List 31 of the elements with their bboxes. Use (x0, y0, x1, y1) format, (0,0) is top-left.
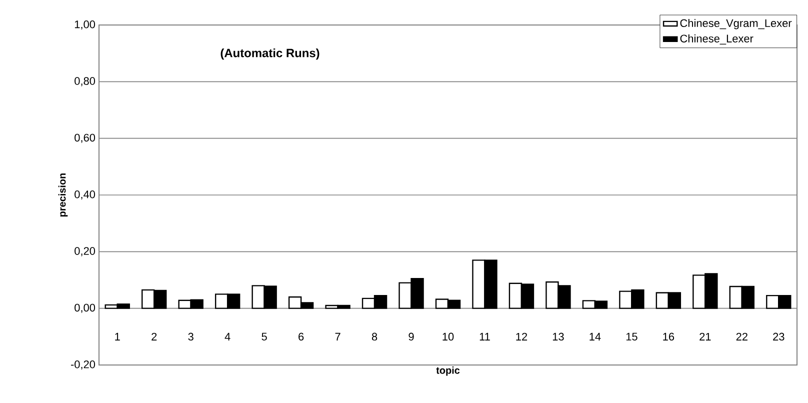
y-tick-label: 0,00 (74, 304, 96, 313)
x-axis-title: topic (436, 366, 460, 376)
legend-label: Chinese_Vgram_Lexer (680, 18, 792, 30)
x-tick-label: 3 (188, 332, 194, 341)
x-tick-label: 22 (736, 332, 748, 340)
x-tick-label: 15 (626, 332, 638, 340)
y-tick-label: 0,80 (74, 77, 96, 86)
x-tick-label: 13 (552, 332, 564, 341)
x-tick-label: 11 (480, 332, 490, 340)
y-tick-label: 0,60 (74, 134, 96, 143)
x-tick-label: 10 (442, 332, 454, 341)
x-tick-label: 16 (663, 332, 674, 341)
y-tick-label: 1,00 (74, 20, 96, 30)
text: (Automatic Runs) (220, 48, 320, 60)
y-tick-label: 0,40 (74, 190, 96, 200)
y-axis-title: precision (58, 173, 68, 216)
x-tick-label: 6 (298, 332, 304, 341)
x-tick-label: 1 (115, 332, 120, 340)
y-tick-label: 0,20 (74, 247, 96, 256)
y-tick-label: -0,20 (70, 360, 96, 370)
x-tick-label: 9 (408, 332, 414, 341)
x-tick-label: 23 (773, 332, 784, 341)
x-tick-label: 21 (700, 332, 711, 340)
x-tick-label: 4 (224, 332, 230, 340)
x-tick-label: 7 (335, 332, 340, 340)
x-tick-label: 8 (372, 332, 378, 341)
x-tick-label: 5 (262, 332, 267, 340)
x-tick-label: 14 (590, 332, 601, 340)
x-tick-label: 2 (152, 332, 157, 340)
x-tick-label: 12 (516, 332, 528, 340)
legend-label: Chinese_Lexer (680, 34, 754, 45)
